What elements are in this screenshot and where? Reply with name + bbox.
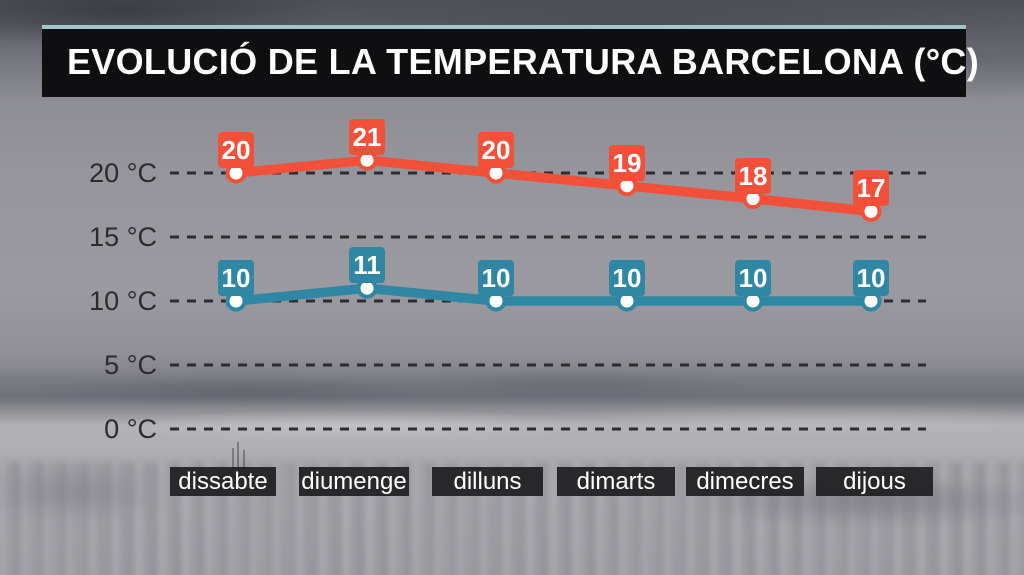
y-tick-label-0: 0 °C	[104, 414, 157, 444]
title-banner: EVOLUCIÓ DE LA TEMPERATURA BARCELONA (°C…	[42, 25, 980, 97]
min-temp-point	[489, 294, 503, 308]
y-tick-label-15: 15 °C	[89, 222, 157, 252]
max-temp-line	[231, 155, 876, 217]
min-temp-point	[229, 294, 243, 308]
max-temp-point	[864, 204, 878, 218]
min-temp-badge: 10	[478, 260, 514, 296]
max-temp-point	[620, 179, 634, 193]
day-label-dilluns: dilluns	[432, 467, 543, 496]
day-label-dimecres: dimecres	[686, 467, 804, 496]
min-temp-badge: 11	[349, 247, 385, 284]
min-temp-badge: 10	[218, 260, 254, 296]
max-temp-badge: 19	[609, 144, 645, 181]
max-temp-point	[489, 166, 503, 180]
page-title: EVOLUCIÓ DE LA TEMPERATURA BARCELONA (°C…	[67, 41, 980, 82]
min-temp-point	[746, 294, 760, 308]
max-temp-badge: 20	[478, 132, 514, 168]
max-temp-point	[746, 192, 760, 206]
y-tick-label-10: 10 °C	[89, 286, 157, 316]
max-temp-badge: 21	[349, 119, 385, 156]
min-temp-point	[360, 281, 374, 295]
day-label-dijous: dijous	[816, 467, 933, 496]
max-temp-badge: 18	[735, 157, 771, 194]
day-label-dissabte: dissabte	[170, 467, 276, 496]
min-temp-point	[620, 294, 634, 308]
min-temp-badge: 10	[609, 260, 645, 296]
day-label-diumenge: diumenge	[299, 467, 409, 496]
min-temp-badge: 10	[853, 260, 889, 296]
max-temp-badge: 20	[218, 132, 254, 168]
day-label-dimarts: dimarts	[557, 467, 675, 496]
max-temp-point	[229, 166, 243, 180]
max-temp-badge: 17	[853, 170, 889, 207]
min-temp-badge: 10	[735, 260, 771, 296]
min-temp-point	[864, 294, 878, 308]
y-tick-label-5: 5 °C	[104, 350, 157, 380]
min-temp-line	[231, 283, 876, 306]
y-tick-label-20: 20 °C	[89, 158, 157, 188]
max-temp-point	[360, 153, 374, 167]
